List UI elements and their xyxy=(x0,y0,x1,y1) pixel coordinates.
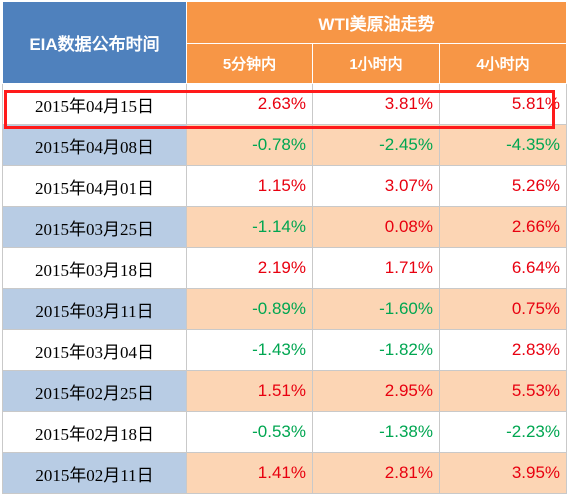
row-value-1hour: -1.38% xyxy=(312,411,440,453)
row-value-4hour: 5.81% xyxy=(438,83,567,125)
row-value-4hour: -2.23% xyxy=(438,411,567,453)
table-row: 2015年02月11日 1.41% 2.81% 3.95% xyxy=(2,452,567,494)
row-value-4hour: 5.26% xyxy=(438,165,567,207)
row-date: 2015年03月18日 xyxy=(2,247,187,289)
table-row: 2015年02月25日 1.51% 2.95% 5.53% xyxy=(2,370,567,412)
row-value-5min: -0.53% xyxy=(186,411,313,453)
row-value-4hour: -4.35% xyxy=(438,124,567,166)
row-value-1hour: 0.08% xyxy=(312,206,440,248)
row-date: 2015年02月25日 xyxy=(2,370,187,412)
table-row: 2015年02月18日 -0.53% -1.38% -2.23% xyxy=(2,411,567,453)
row-value-4hour: 0.75% xyxy=(438,288,567,330)
row-value-4hour: 6.64% xyxy=(438,247,567,289)
header-4hour: 4小时内 xyxy=(438,42,567,84)
row-value-1hour: -2.45% xyxy=(312,124,440,166)
table-row: 2015年04月01日 1.15% 3.07% 5.26% xyxy=(2,165,567,207)
row-value-1hour: 2.95% xyxy=(312,370,440,412)
header-wti-group: WTI美原油走势 xyxy=(185,1,567,44)
row-value-1hour: 2.81% xyxy=(312,452,440,494)
header-5min: 5分钟内 xyxy=(186,42,313,84)
header-1hour: 1小时内 xyxy=(312,42,440,84)
row-date: 2015年02月18日 xyxy=(2,411,187,453)
row-value-4hour: 5.53% xyxy=(438,370,567,412)
table-row: 2015年04月15日 2.63% 3.81% 5.81% xyxy=(2,83,567,125)
row-value-1hour: 3.07% xyxy=(312,165,440,207)
row-value-5min: 2.19% xyxy=(186,247,313,289)
row-value-5min: 2.63% xyxy=(186,83,313,125)
row-date: 2015年02月11日 xyxy=(2,452,187,494)
row-value-5min: 1.41% xyxy=(186,452,313,494)
row-value-5min: -0.78% xyxy=(186,124,313,166)
row-value-4hour: 2.83% xyxy=(438,329,567,371)
row-date: 2015年04月08日 xyxy=(2,124,187,166)
table-row: 2015年03月25日 -1.14% 0.08% 2.66% xyxy=(2,206,567,248)
table-body: 2015年04月15日 2.63% 3.81% 5.81% 2015年04月08… xyxy=(2,83,567,494)
row-date: 2015年03月11日 xyxy=(2,288,187,330)
row-value-5min: 1.51% xyxy=(186,370,313,412)
table-row: 2015年03月04日 -1.43% -1.82% 2.83% xyxy=(2,329,567,371)
row-date: 2015年03月25日 xyxy=(2,206,187,248)
table-row: 2015年03月18日 2.19% 1.71% 6.64% xyxy=(2,247,567,289)
row-value-5min: -1.14% xyxy=(186,206,313,248)
row-value-5min: -0.89% xyxy=(186,288,313,330)
row-value-1hour: -1.82% xyxy=(312,329,440,371)
row-value-4hour: 3.95% xyxy=(438,452,567,494)
header-date-column: EIA数据公布时间 xyxy=(2,1,187,84)
row-value-1hour: 1.71% xyxy=(312,247,440,289)
row-value-1hour: 3.81% xyxy=(312,83,440,125)
row-date: 2015年03月04日 xyxy=(2,329,187,371)
row-value-5min: -1.43% xyxy=(186,329,313,371)
row-date: 2015年04月01日 xyxy=(2,165,187,207)
table-row: 2015年03月11日 -0.89% -1.60% 0.75% xyxy=(2,288,567,330)
row-value-1hour: -1.60% xyxy=(312,288,440,330)
row-date: 2015年04月15日 xyxy=(2,83,187,125)
row-value-5min: 1.15% xyxy=(186,165,313,207)
table-row: 2015年04月08日 -0.78% -2.45% -4.35% xyxy=(2,124,567,166)
row-value-4hour: 2.66% xyxy=(438,206,567,248)
